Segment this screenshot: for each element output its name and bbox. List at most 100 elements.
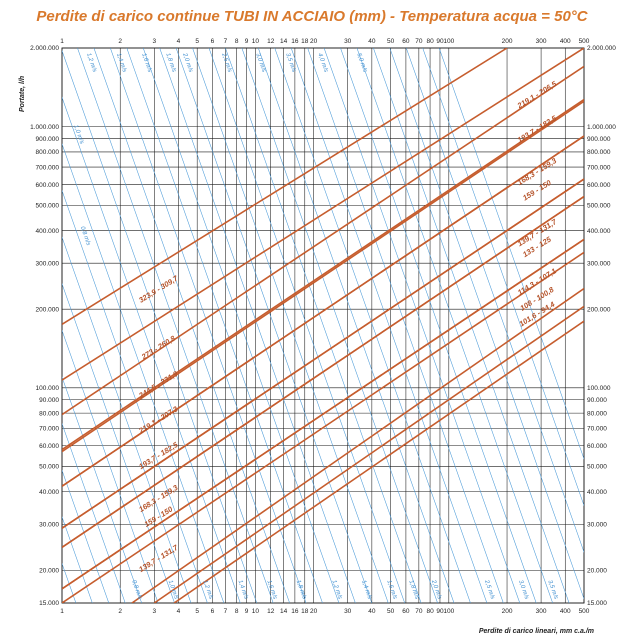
pipe-line bbox=[62, 135, 584, 487]
x-tick-label-bottom: 6 bbox=[211, 608, 215, 615]
velocity-line bbox=[373, 48, 570, 603]
pipe-label: 273 - 260,8 bbox=[139, 333, 178, 362]
x-tick-label-top: 100 bbox=[443, 38, 454, 45]
x-axis-label: Perdite di carico lineari, mm c.a./m bbox=[479, 628, 594, 635]
x-tick-label-top: 1 bbox=[60, 38, 64, 45]
y-tick-label-left: 15.000 bbox=[39, 600, 59, 607]
velocity-line bbox=[274, 48, 471, 603]
y-tick-label-right: 70.000 bbox=[587, 425, 607, 432]
x-tick-label-bottom: 300 bbox=[536, 608, 547, 615]
velocity-line bbox=[0, 48, 10, 603]
pipe-line bbox=[62, 65, 584, 416]
velocity-label: 1,2 m/s bbox=[202, 580, 214, 601]
y-tick-label-left: 40.000 bbox=[39, 489, 59, 496]
x-tick-label-bottom: 8 bbox=[235, 608, 239, 615]
x-tick-label-bottom: 10 bbox=[252, 608, 260, 615]
velocity-line bbox=[422, 48, 584, 507]
velocity-line bbox=[258, 48, 455, 603]
velocity-label: 1,4 m/s bbox=[360, 580, 372, 601]
x-tick-label-top: 7 bbox=[224, 38, 228, 45]
grid-lines bbox=[61, 47, 585, 604]
velocity-line bbox=[62, 562, 77, 603]
x-tick-label-bottom: 100 bbox=[443, 608, 454, 615]
x-tick-label-top: 9 bbox=[245, 38, 249, 45]
velocity-line bbox=[389, 48, 584, 600]
velocity-lines bbox=[0, 48, 584, 603]
y-tick-label-left: 600.000 bbox=[36, 182, 60, 189]
y-tick-label-left: 70.000 bbox=[39, 425, 59, 432]
x-tick-label-bottom: 7 bbox=[224, 608, 228, 615]
x-tick-label-bottom: 4 bbox=[177, 608, 181, 615]
velocity-line bbox=[110, 48, 307, 603]
x-tick-label-bottom: 14 bbox=[280, 608, 288, 615]
velocity-label: 1,6 m/s bbox=[385, 579, 397, 600]
velocity-line bbox=[62, 96, 241, 603]
y-tick-label-left: 1.000.000 bbox=[30, 124, 59, 131]
velocity-line bbox=[62, 143, 225, 603]
x-tick-label-top: 16 bbox=[291, 38, 299, 45]
x-tick-label-top: 200 bbox=[502, 38, 513, 45]
velocity-line bbox=[159, 48, 356, 603]
chart-title: Perdite di carico continue TUBI IN ACCIA… bbox=[36, 8, 588, 25]
y-tick-label-right: 30.000 bbox=[587, 522, 607, 529]
x-tick-label-top: 60 bbox=[402, 38, 410, 45]
velocity-line bbox=[175, 48, 373, 603]
x-tick-label-top: 30 bbox=[344, 38, 352, 45]
velocity-line bbox=[62, 49, 257, 603]
velocity-line bbox=[0, 48, 43, 603]
velocity-line bbox=[77, 48, 274, 603]
pipe-label: 193,7 - 182,5 bbox=[516, 113, 559, 144]
y-tick-label-left: 2.000.000 bbox=[30, 45, 59, 52]
x-tick-label-bottom: 12 bbox=[267, 608, 275, 615]
velocity-line bbox=[340, 48, 537, 603]
x-tick-label-top: 4 bbox=[177, 38, 181, 45]
velocity-label: 2,0 m/s bbox=[430, 579, 443, 601]
x-tick-label-top: 70 bbox=[415, 38, 423, 45]
x-tick-label-top: 18 bbox=[301, 38, 309, 45]
x-tick-label-top: 3 bbox=[152, 38, 156, 45]
x-tick-label-top: 50 bbox=[387, 38, 395, 45]
x-tick-label-top: 80 bbox=[426, 38, 434, 45]
x-tick-label-top: 14 bbox=[280, 38, 288, 45]
pipe-line bbox=[62, 251, 584, 603]
y-tick-label-right: 800.000 bbox=[587, 149, 611, 156]
y-tick-label-right: 600.000 bbox=[587, 182, 611, 189]
pipe-line bbox=[62, 178, 584, 529]
velocity-line bbox=[142, 48, 340, 603]
x-tick-label-top: 300 bbox=[536, 38, 547, 45]
pipe-line bbox=[153, 305, 584, 603]
velocity-line bbox=[62, 376, 142, 603]
y-tick-label-right: 300.000 bbox=[587, 260, 611, 267]
y-tick-label-left: 200.000 bbox=[36, 306, 60, 313]
velocity-line bbox=[192, 48, 389, 603]
pipe-label: 168,3 - 159,3 bbox=[137, 483, 180, 514]
velocity-line bbox=[208, 48, 405, 603]
y-tick-label-left: 800.000 bbox=[36, 149, 60, 156]
velocity-line bbox=[62, 236, 192, 603]
y-tick-label-right: 90.000 bbox=[587, 397, 607, 404]
y-tick-label-left: 80.000 bbox=[39, 410, 59, 417]
y-tick-label-left: 50.000 bbox=[39, 464, 59, 471]
velocity-label: 1,6 m/s bbox=[140, 53, 152, 74]
velocity-line bbox=[62, 329, 159, 603]
y-tick-label-left: 20.000 bbox=[39, 568, 59, 575]
x-tick-label-bottom: 90 bbox=[436, 608, 444, 615]
x-tick-label-top: 12 bbox=[267, 38, 275, 45]
velocity-line bbox=[406, 48, 584, 553]
y-tick-label-left: 400.000 bbox=[36, 228, 60, 235]
x-tick-label-top: 2 bbox=[118, 38, 122, 45]
y-tick-label-left: 300.000 bbox=[36, 260, 60, 267]
x-tick-label-bottom: 20 bbox=[310, 608, 318, 615]
velocity-label: 1,8 m/s bbox=[164, 52, 176, 73]
x-tick-label-bottom: 3 bbox=[152, 608, 156, 615]
pipe-line bbox=[173, 320, 584, 603]
velocity-label: 3,0 m/s bbox=[254, 53, 266, 74]
velocity-line bbox=[126, 48, 323, 603]
x-tick-label-bottom: 5 bbox=[195, 608, 199, 615]
pipe-lines bbox=[62, 48, 584, 603]
pipe-label: 219,1 - 206,5 bbox=[515, 79, 559, 111]
velocity-label: 1,0 m/s bbox=[167, 579, 179, 600]
x-tick-label-bottom: 80 bbox=[426, 608, 434, 615]
y-tick-label-left: 500.000 bbox=[36, 202, 60, 209]
